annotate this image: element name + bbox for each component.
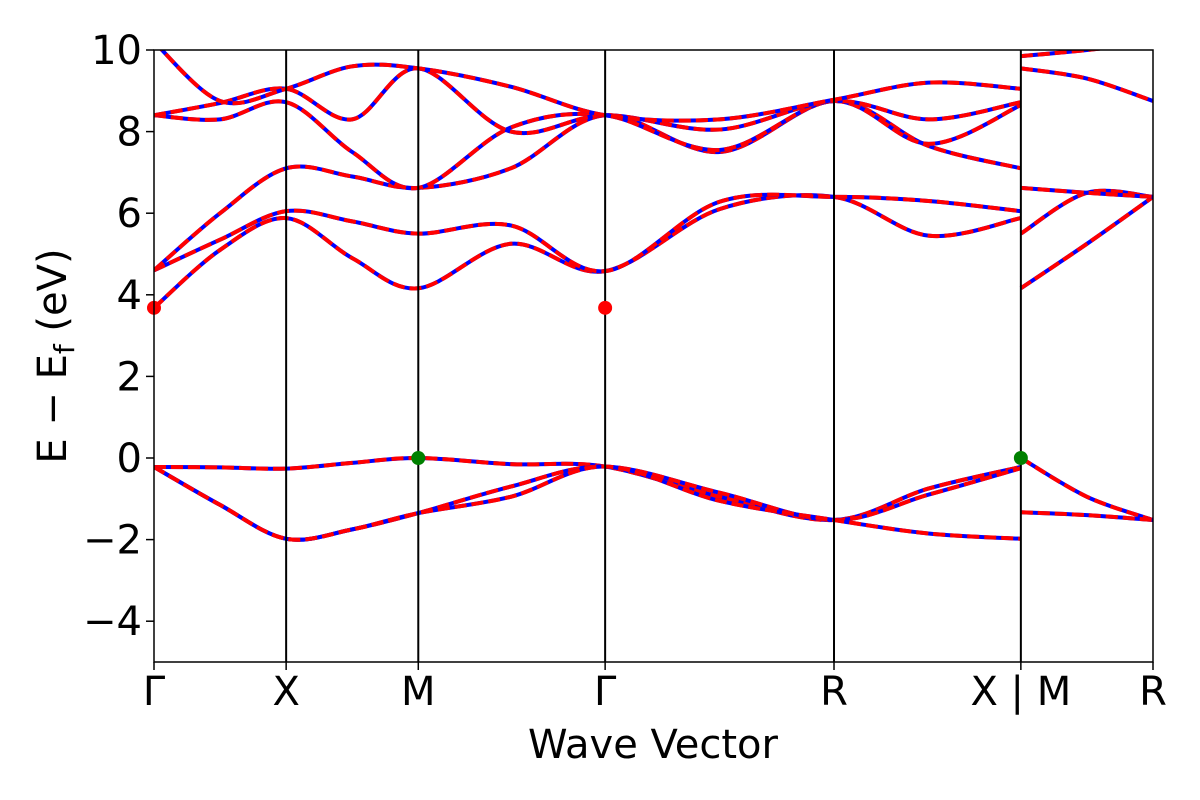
band-line-blue-1-0 xyxy=(1019,456,1153,522)
x-axis-label: Wave Vector xyxy=(528,722,779,768)
band-line-blue-1-4 xyxy=(1020,185,1153,199)
axes-layer xyxy=(153,49,1154,663)
y-tick-label-4: 4 xyxy=(117,273,142,319)
bands-layer xyxy=(154,50,1153,542)
plot-frame xyxy=(153,49,1154,663)
band-line-blue-1-1 xyxy=(1020,510,1153,523)
x-tick-label-0: Γ xyxy=(143,669,166,715)
y-tick-label-2: 0 xyxy=(117,436,142,482)
band-line-red-1-6 xyxy=(1020,50,1105,59)
band-line-red-0-3 xyxy=(154,193,1022,310)
band-line-red-1-0 xyxy=(1019,456,1153,522)
y-axis-label-unit: (eV) xyxy=(30,248,76,344)
band-line-red-0-4 xyxy=(154,192,1022,274)
y-tick-label-1: −2 xyxy=(83,518,142,564)
band-line-blue-1-5 xyxy=(1020,66,1153,103)
x-ticks-layer: Γ X M Γ R X | M R xyxy=(143,662,1167,715)
y-axis-label: E − Ef (eV) xyxy=(30,248,81,463)
kpoint-lines-layer xyxy=(285,50,1022,662)
extremum-marker-1 xyxy=(598,300,613,315)
y-tick-label-3: 2 xyxy=(117,354,142,400)
x-tick-label-5: X | M xyxy=(970,669,1071,715)
x-tick-label-1: X xyxy=(272,669,299,715)
extremum-marker-2 xyxy=(411,451,426,465)
y-tick-label-5: 6 xyxy=(117,191,142,237)
band-line-blue-0-4 xyxy=(154,192,1022,274)
y-tick-label-0: −4 xyxy=(83,599,142,645)
band-line-blue-1-6 xyxy=(1020,50,1105,59)
x-tick-label-4: R xyxy=(820,669,848,715)
band-line-red-0-8 xyxy=(159,50,1021,123)
y-axis-label-subscript: f xyxy=(48,343,81,354)
y-axis-label-main: E − E xyxy=(30,354,76,464)
x-tick-label-6: R xyxy=(1139,669,1167,715)
y-tick-label-6: 8 xyxy=(117,110,142,156)
band-line-red-0-2 xyxy=(154,464,1021,542)
band-line-red-0-6 xyxy=(154,98,1022,191)
x-tick-label-2: M xyxy=(401,669,436,715)
band-line-red-1-2 xyxy=(1019,195,1153,290)
band-line-blue-0-8 xyxy=(159,50,1021,123)
band-line-red-0-7 xyxy=(154,66,1022,136)
y-ticks-layer: −4 −2 0 2 4 6 8 10 xyxy=(83,28,154,645)
markers-layer xyxy=(147,300,1028,465)
band-line-red-1-5 xyxy=(1020,66,1153,103)
x-tick-label-3: Γ xyxy=(594,669,617,715)
extremum-marker-3 xyxy=(1013,451,1028,465)
band-line-red-0-0 xyxy=(154,455,1022,523)
y-tick-label-7: 10 xyxy=(91,28,142,74)
